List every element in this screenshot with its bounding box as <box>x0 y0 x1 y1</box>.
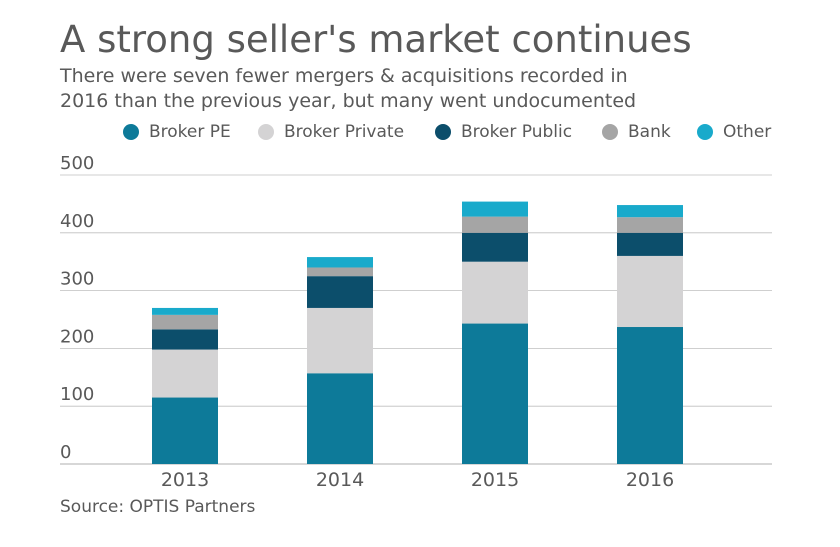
legend-label-bank: Bank <box>628 122 671 142</box>
bar-segment-bank-2013 <box>152 314 218 330</box>
bar-segment-broker-public-2015 <box>462 232 528 262</box>
legend-item-broker-pe: Broker PE <box>123 122 231 142</box>
x-tick-label-2016: 2016 <box>626 469 674 491</box>
legend-swatch-broker-public <box>435 124 451 140</box>
bar-segment-broker-private-2013 <box>152 349 218 398</box>
subtitle-line-2: 2016 than the previous year, but many we… <box>60 90 637 112</box>
y-tick-label-400: 400 <box>60 211 94 232</box>
source-note: Source: OPTIS Partners <box>60 497 256 517</box>
bar-segment-other-2015 <box>462 201 528 217</box>
bar-segment-broker-public-2013 <box>152 329 218 350</box>
legend-label-broker-private: Broker Private <box>284 122 405 142</box>
bar-segment-broker-private-2016 <box>617 255 683 328</box>
bar-segment-broker-pe-2014 <box>307 373 373 464</box>
bar-segment-bank-2014 <box>307 267 373 277</box>
subtitle-line-1: There were seven fewer mergers & acquisi… <box>60 65 628 87</box>
legend-swatch-broker-pe <box>123 124 139 140</box>
y-tick-label-200: 200 <box>60 326 94 347</box>
x-tick-label-2013: 2013 <box>161 469 209 491</box>
y-tick-label-100: 100 <box>60 384 94 405</box>
legend-label-broker-public: Broker Public <box>461 122 573 142</box>
x-tick-label-2015: 2015 <box>471 469 519 491</box>
chart-title: A strong seller's market continues <box>60 18 692 61</box>
bar-segment-broker-public-2014 <box>307 276 373 308</box>
bar-segment-broker-pe-2016 <box>617 327 683 464</box>
legend-item-broker-public: Broker Public <box>435 122 572 142</box>
legend-item-broker-private: Broker Private <box>258 122 404 142</box>
bar-segment-broker-private-2015 <box>462 261 528 324</box>
bar-segment-broker-public-2016 <box>617 232 683 256</box>
legend-label-other: Other <box>723 122 772 142</box>
bar-segment-broker-pe-2013 <box>152 397 218 464</box>
legend-swatch-other <box>697 124 713 140</box>
legend-item-bank: Bank <box>602 122 671 142</box>
bar-segment-bank-2015 <box>462 216 528 233</box>
x-tick-label-2014: 2014 <box>316 469 364 491</box>
legend-label-broker-pe: Broker PE <box>149 122 231 142</box>
y-tick-label-0: 0 <box>60 442 71 463</box>
bar-segment-other-2013 <box>152 307 218 315</box>
bar-segment-other-2016 <box>617 205 683 218</box>
bar-segment-broker-private-2014 <box>307 307 373 374</box>
y-tick-label-500: 500 <box>60 153 94 174</box>
y-tick-label-300: 300 <box>60 269 94 290</box>
chart-legend: Broker PE Broker Private Broker Public B… <box>0 122 840 146</box>
legend-swatch-bank <box>602 124 618 140</box>
legend-swatch-broker-private <box>258 124 274 140</box>
chart-subtitle: There were seven fewer mergers & acquisi… <box>60 64 800 114</box>
bar-segment-broker-pe-2015 <box>462 323 528 464</box>
legend-item-other: Other <box>697 122 771 142</box>
bar-segment-other-2014 <box>307 257 373 268</box>
bar-segment-bank-2016 <box>617 217 683 233</box>
